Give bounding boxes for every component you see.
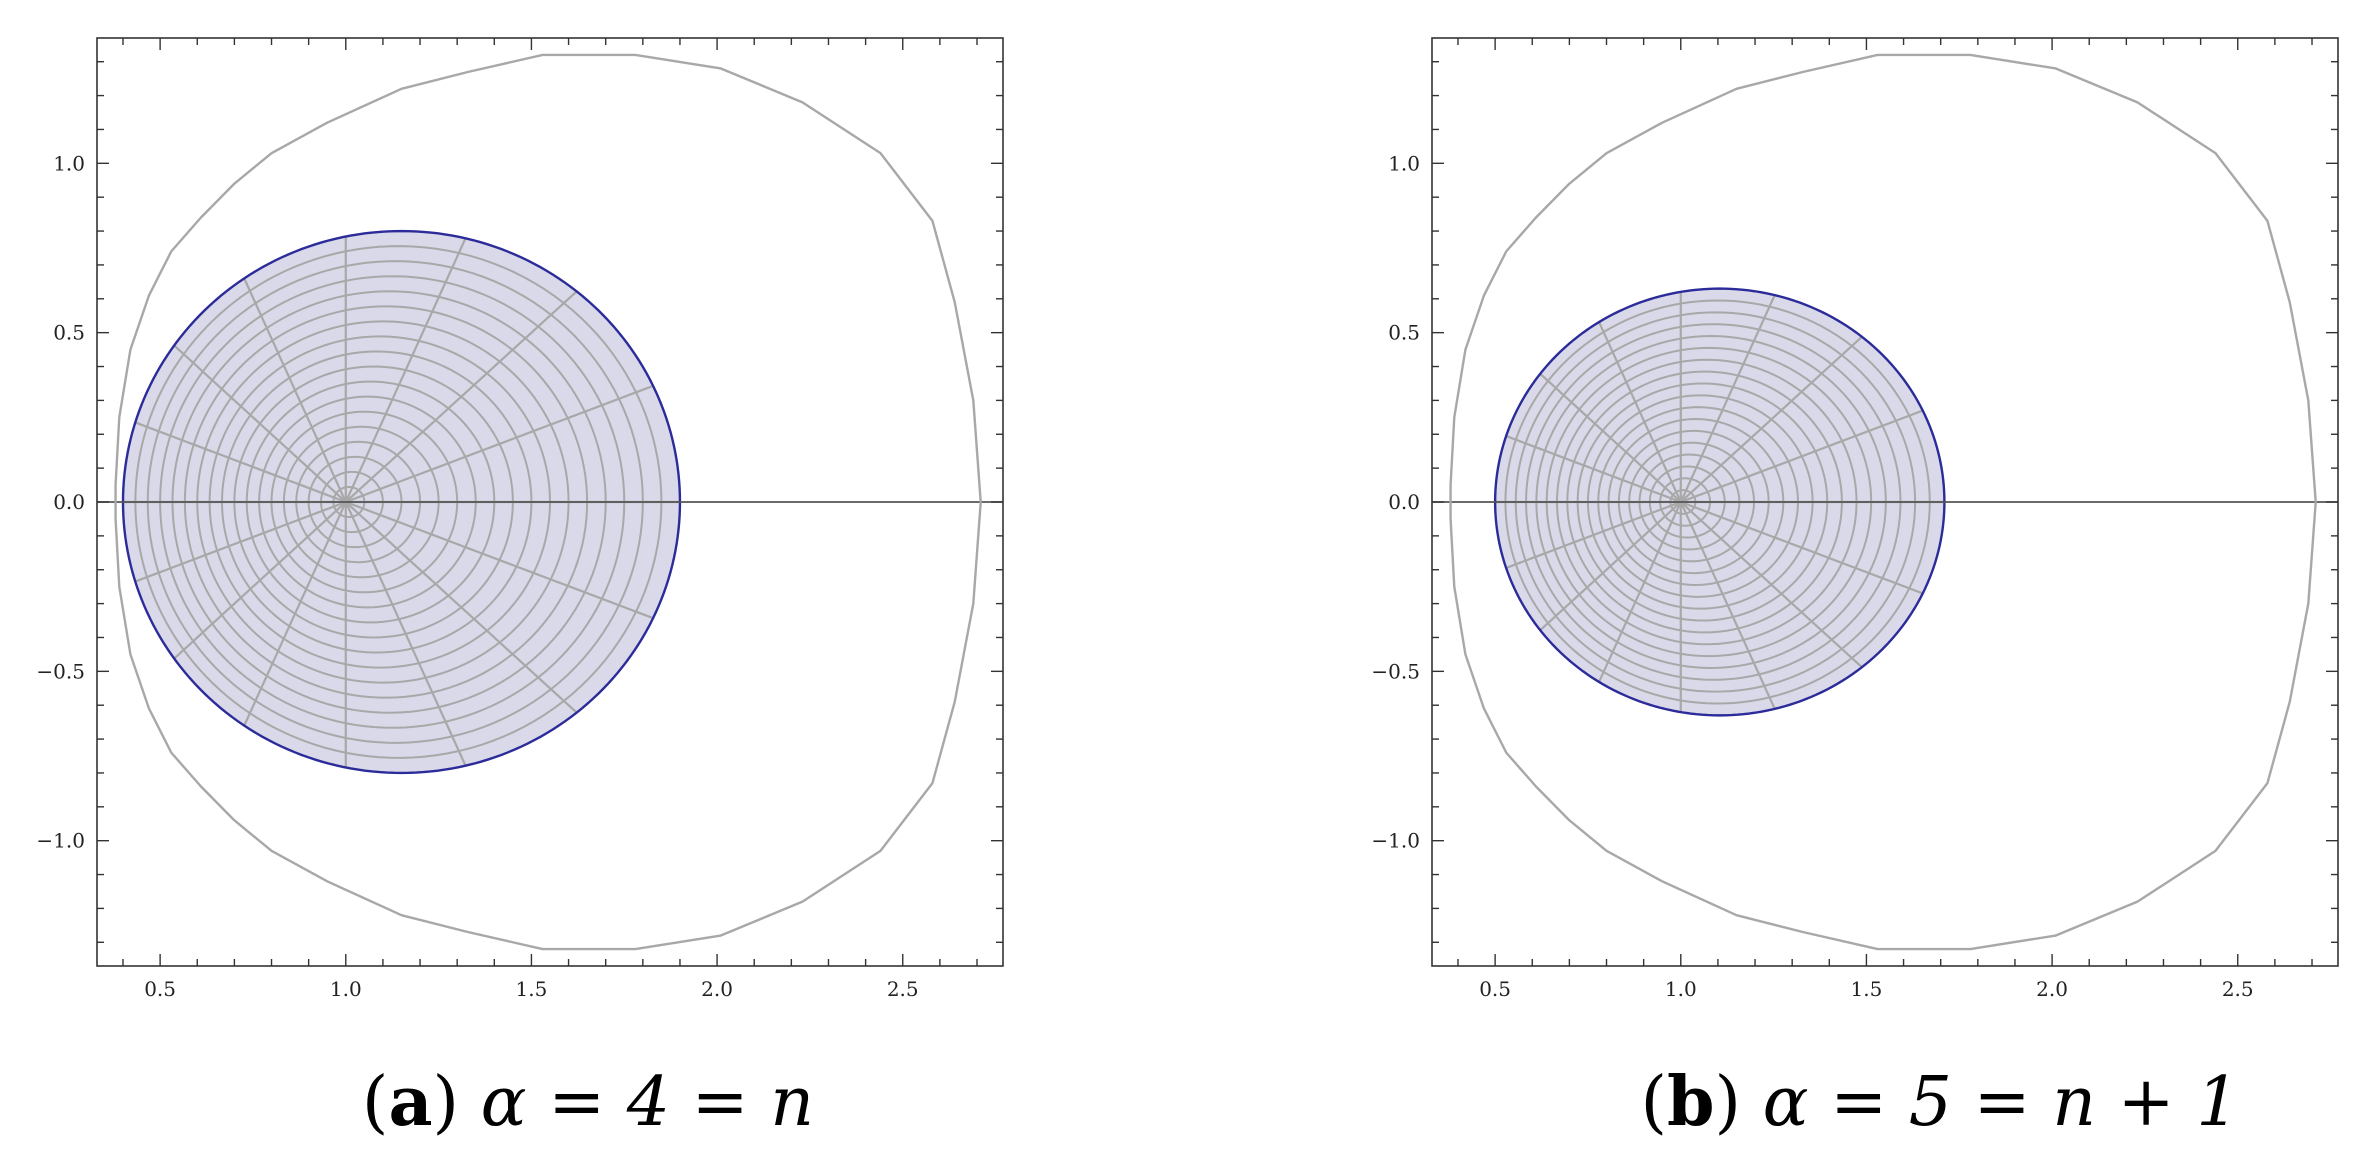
panel-b-outer-curve bbox=[1449, 53, 2317, 951]
panel-b-x-tick-label: 1.5 bbox=[1851, 977, 1883, 1001]
panel-b-y-tick-label: −1.0 bbox=[1371, 829, 1420, 853]
panel-a-y-tick-label: 0.0 bbox=[53, 490, 85, 514]
panel-b-x-tick-label: 2.5 bbox=[2222, 977, 2254, 1001]
panel-b-ticks bbox=[1432, 38, 2338, 966]
panel-a-x-tick-label: 0.5 bbox=[144, 977, 176, 1001]
panel-b-x-tick-label: 2.0 bbox=[2036, 977, 2068, 1001]
panel-a: 0.5 1.0 1.5 2.0 2.5 −1.0 −0.5 0.0 0.5 1.0 (a) α =… bbox=[36, 37, 1004, 1142]
panel-b-caption: (b) α = 5 = n + 1 bbox=[1640, 1062, 2239, 1142]
panel-a-y-tick-label: 1.0 bbox=[53, 151, 85, 175]
panel-b-y-tick-label: 0.5 bbox=[1388, 321, 1420, 345]
panel-b-plot: 0.5 1.0 1.5 2.0 2.5 −1.0 −0.5 0.0 0.5 1.0 bbox=[1371, 37, 2339, 1001]
panel-a-caption-formula: α = 4 = n bbox=[481, 1063, 814, 1142]
panel-a-plot-area bbox=[97, 53, 1003, 951]
panel-b-caption-letter: b bbox=[1667, 1062, 1715, 1142]
panel-a-plot: 0.5 1.0 1.5 2.0 2.5 −1.0 −0.5 0.0 0.5 1.0 bbox=[36, 37, 1004, 1001]
panel-a-y-tick-label: −1.0 bbox=[36, 829, 85, 853]
panel-b-y-tick-label: −0.5 bbox=[1371, 659, 1420, 683]
panel-b-x-tick-label: 1.0 bbox=[1665, 977, 1697, 1001]
panel-a-outer-curve bbox=[114, 53, 982, 951]
panel-a-caption-letter: a bbox=[388, 1062, 432, 1142]
panel-b: 0.5 1.0 1.5 2.0 2.5 −1.0 −0.5 0.0 0.5 1.0 (b) α =… bbox=[1371, 37, 2339, 1142]
panel-b-caption-formula: α = 5 = n + 1 bbox=[1763, 1063, 2240, 1142]
panel-b-x-tick-label: 0.5 bbox=[1479, 977, 1511, 1001]
panel-b-y-tick-label: 1.0 bbox=[1388, 151, 1420, 175]
panel-b-plot-area bbox=[1432, 53, 2338, 951]
panel-a-y-tick-label: 0.5 bbox=[53, 321, 85, 345]
panel-b-y-tick-label: 0.0 bbox=[1388, 490, 1420, 514]
panel-a-x-tick-label: 2.0 bbox=[701, 977, 733, 1001]
panel-a-x-tick-label: 1.0 bbox=[330, 977, 362, 1001]
panel-a-ticks bbox=[97, 38, 1003, 966]
panel-a-caption: (a) α = 4 = n bbox=[362, 1062, 814, 1142]
panel-a-x-tick-label: 1.5 bbox=[516, 977, 548, 1001]
panel-a-y-tick-label: −0.5 bbox=[36, 659, 85, 683]
panel-a-x-tick-label: 2.5 bbox=[887, 977, 919, 1001]
